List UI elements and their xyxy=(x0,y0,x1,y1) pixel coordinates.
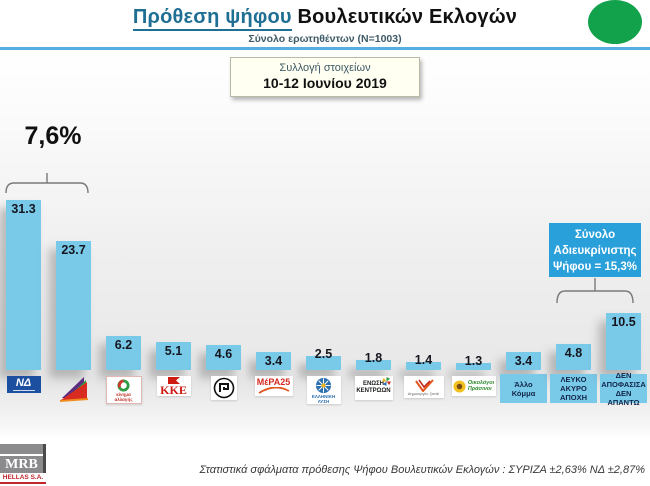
logo-cell-dimiourgia-xana: Δημιουργία, ξανά! xyxy=(400,376,448,406)
undecided-line3: Ψήφου = 15,3% xyxy=(553,261,637,273)
kinima-allagis-logo-icon: κίνημα αλλαγής xyxy=(105,376,142,404)
bar-allo-komma xyxy=(506,351,541,370)
kke-logo-icon: ΚΚΕ xyxy=(156,376,191,396)
syriza-logo-icon xyxy=(59,377,88,402)
logo-cell-kke: ΚΚΕ xyxy=(150,376,198,406)
enosi-kentroon-logo-icon: ΕΝΩΣΗ ΚΕΝΤΡΩΩΝ xyxy=(354,376,393,400)
page-title-rest: Βουλευτικών Εκλογών xyxy=(291,6,518,28)
bar-mera25 xyxy=(256,351,291,370)
header-divider xyxy=(0,47,650,50)
nea-dimokratia-logo-icon: ΝΔ xyxy=(6,376,41,393)
bar-kinal xyxy=(106,336,141,370)
elliniki-lysi-logo-icon: ΕΛΛΗΝΙΚΗ ΛΥΣΗ xyxy=(306,376,341,404)
value-label-xrysi-avgi: 4.6 xyxy=(214,347,233,362)
value-label-kinal: 6.2 xyxy=(114,338,133,353)
undecided-bracket xyxy=(556,278,634,304)
logo-cell-mera25: ΜέΡΑ25 xyxy=(250,376,298,406)
value-label-elliniki-lysi: 2.5 xyxy=(314,347,333,362)
sample-subtitle: Σύνολο ερωτηθέντων (N=1003) xyxy=(248,33,402,45)
collection-date-box: Συλλογή στοιχείων 10-12 Ιουνίου 2019 xyxy=(230,57,420,97)
statistical-error-note: Στατιστικά σφάλματα πρόθεσης Ψήφου Βουλε… xyxy=(199,464,645,476)
logo-cell-enosi-kentroon: ΕΝΩΣΗ ΚΕΝΤΡΩΩΝ xyxy=(350,376,398,406)
value-label-den-apofasisa-den-apanto: 10.5 xyxy=(611,314,636,329)
bar-dimiourgia-xana xyxy=(406,362,441,370)
mrb-logo-subtext: HELLAS S.A. xyxy=(0,473,46,484)
undecided-line1: Σύνολο xyxy=(574,229,616,241)
value-label-enosi-kentroon: 1.8 xyxy=(364,351,383,366)
oikologoi-prasinoi-logo-icon: Οικολόγοι Πράσινοι xyxy=(451,376,496,396)
value-label-leyko-akyro-apoxi: 4.8 xyxy=(564,345,583,360)
bar-enosi-kentroon xyxy=(356,360,391,370)
bar-nd xyxy=(6,200,41,370)
category-box-den-apofasisa-den-apanto: ΔΕΝ ΑΠΟΦΑΣΙΣΑ ΔΕΝ ΑΠΑΝΤΩ xyxy=(600,370,647,407)
value-label-nd: 31.3 xyxy=(11,202,36,216)
bar-den-apofasisa-den-apanto xyxy=(606,313,641,370)
bar-oikologoi-prasinoi xyxy=(456,362,491,370)
logo-cell-xrysi-avgi xyxy=(200,376,248,406)
undecided-line2: Αδιευκρίνιστης xyxy=(553,245,637,257)
lead-gap-bracket xyxy=(5,173,89,194)
mrb-logo-box: MRB xyxy=(0,444,46,473)
value-label-kke: 5.1 xyxy=(164,344,183,359)
bar-xrysi-avgi xyxy=(206,345,241,370)
collection-dates: 10-12 Ιουνίου 2019 xyxy=(263,75,387,91)
undecided-total-box: Σύνολο Αδιευκρίνιστης Ψήφου = 15,3% xyxy=(549,223,641,277)
value-label-mera25: 3.4 xyxy=(264,353,283,368)
mrb-logo-text: MRB xyxy=(5,457,38,472)
page-title: Πρόθεση ψήφου Βουλευτικών Εκλογών xyxy=(0,6,650,31)
collection-label: Συλλογή στοιχείων xyxy=(279,62,371,74)
lead-gap-label: 7,6% xyxy=(24,122,82,150)
value-label-syriza: 23.7 xyxy=(61,243,86,258)
logo-cell-kinal: κίνημα αλλαγής xyxy=(100,376,148,406)
bar-leyko-akyro-apoxi xyxy=(556,343,591,370)
logo-cell-syriza xyxy=(50,376,98,406)
category-box-allo-komma: Άλλο Κόμμα xyxy=(500,374,547,403)
mrb-logo-band xyxy=(0,444,43,456)
value-label-oikologoi-prasinoi: 1.3 xyxy=(464,353,483,368)
category-box-leyko-akyro-apoxi: ΛΕΥΚΟ ΑΚΥΡΟ ΑΠΟΧΗ xyxy=(550,374,597,403)
logo-cell-elliniki-lysi: ΕΛΛΗΝΙΚΗ ΛΥΣΗ xyxy=(300,376,348,406)
logo-cell-nd: ΝΔ xyxy=(0,376,48,406)
value-label-allo-komma: 3.4 xyxy=(514,353,533,368)
mera25-logo-icon: ΜέΡΑ25 xyxy=(254,376,293,396)
green-dot-icon xyxy=(588,0,642,44)
xrysi-avgi-logo-icon xyxy=(210,376,237,400)
mrb-logo: MRB HELLAS S.A. xyxy=(0,444,46,484)
bar-syriza xyxy=(56,241,91,370)
logo-cell-oikologoi-prasinoi: Οικολόγοι Πράσινοι xyxy=(450,376,498,406)
bar-elliniki-lysi xyxy=(306,356,341,370)
value-label-dimiourgia-xana: 1.4 xyxy=(414,353,433,368)
bar-kke xyxy=(156,342,191,370)
dimiourgia-xana-logo-icon: Δημιουργία, ξανά! xyxy=(403,376,444,398)
page-title-highlight: Πρόθεση ψήφου xyxy=(132,6,292,31)
